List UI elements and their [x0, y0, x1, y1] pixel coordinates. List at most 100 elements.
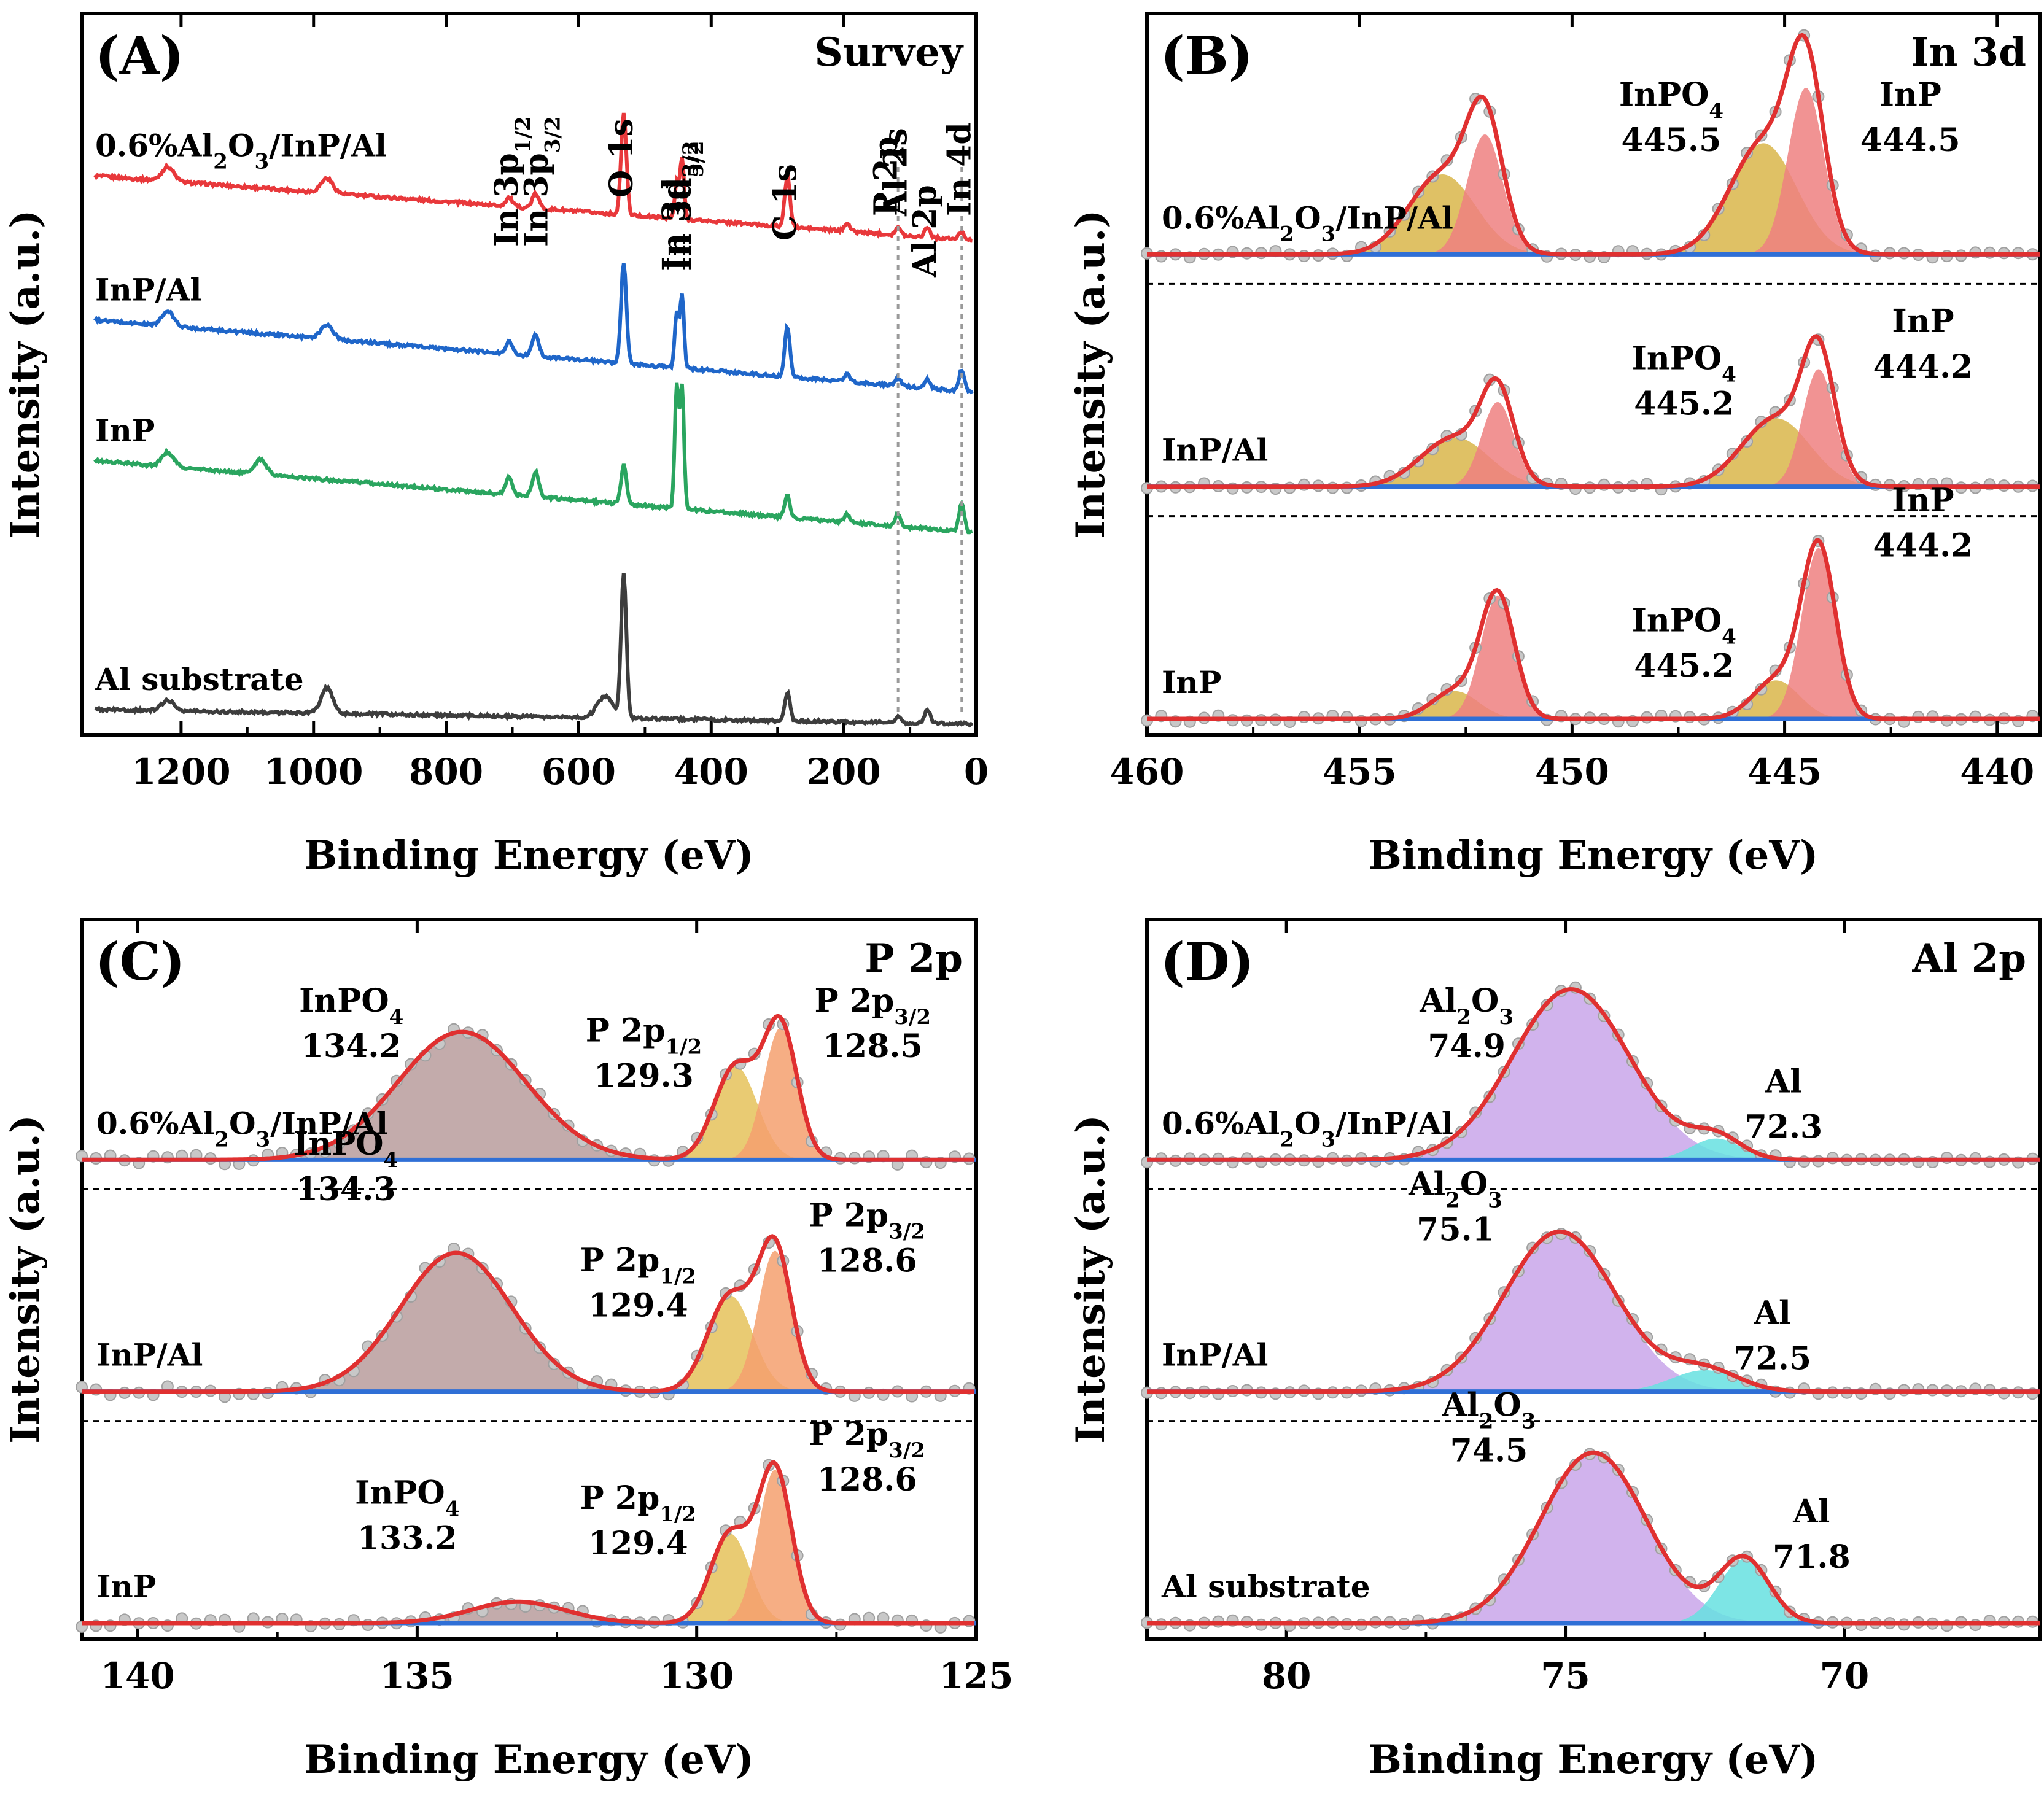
component-label-part: P 2p — [580, 1241, 660, 1279]
component-value: 134.3 — [296, 1171, 396, 1208]
component-value: 445.5 — [1622, 122, 1722, 159]
component-label: Al2O3 — [1408, 1165, 1502, 1212]
sample-label-part: 2 — [1280, 222, 1294, 246]
component-label: Al — [1754, 1295, 1791, 1332]
component-peak-fill — [651, 1533, 809, 1623]
component-label-part: InPO — [293, 1125, 384, 1163]
component-value: 128.5 — [823, 1028, 923, 1065]
component-label: P 2p3/2 — [809, 1416, 925, 1463]
component-label: InPO4 — [355, 1474, 459, 1521]
component-label: P 2p1/2 — [580, 1241, 696, 1289]
component-label-part: 3 — [1521, 1409, 1536, 1433]
panel-a-survey: 1200 1000 800 600 400 200 0 Binding Energy (eV)… — [2, 12, 989, 878]
component-peak-fill — [1429, 595, 1566, 719]
sample-label-part: /InP/Al — [1335, 1105, 1453, 1141]
series-label: InP/Al — [95, 271, 201, 308]
panel-label: (C) — [95, 931, 185, 992]
x-axis-label: Binding Energy (eV) — [1369, 1737, 1818, 1783]
component-label-part: Al — [1765, 1063, 1802, 1100]
sample-label: 0.6%Al2O3/InP/Al — [1162, 1105, 1453, 1152]
component-label-part: InP — [1892, 482, 1954, 519]
component-label-part: 1/2 — [665, 1035, 702, 1060]
component-value: 71.8 — [1773, 1538, 1851, 1576]
component-value: 72.5 — [1733, 1340, 1811, 1378]
component-peak-fill — [707, 1470, 842, 1623]
component-label-part: O — [1471, 982, 1499, 1020]
component-label-part: P 2p — [586, 1012, 666, 1050]
sample-label-part: O — [1294, 1105, 1321, 1141]
series-label-part: Al substrate — [95, 661, 304, 697]
component-label-part: P 2p — [809, 1416, 888, 1453]
y-axis-label: Intensity (a.u.) — [1068, 210, 1114, 539]
series-label: InP — [95, 413, 155, 449]
series-label-part: InP/Al — [95, 271, 201, 308]
x-tick-label: 200 — [807, 751, 881, 793]
series-label: 0.6%Al2O3/InP/Al — [95, 127, 387, 174]
component-label-part: 2 — [1456, 1005, 1471, 1029]
component-value: 134.2 — [301, 1028, 402, 1065]
component-label-part: 2 — [1445, 1188, 1460, 1212]
component-label-part: Al — [1792, 1493, 1830, 1530]
panel-c-p2p: 140 135 130 125 Binding Energy (eV) Intensity… — [2, 918, 1014, 1783]
component-peak-fill — [1433, 401, 1563, 487]
plot-frame — [1145, 918, 2042, 1641]
component-label: InPO4 — [293, 1125, 398, 1173]
component-label: P 2p3/2 — [815, 982, 931, 1029]
y-axis-label: Intensity (a.u.) — [1068, 1115, 1114, 1444]
component-peak-fill — [1734, 87, 1878, 255]
x-tick-label: 800 — [409, 751, 483, 793]
sample-label: InP — [96, 1568, 156, 1605]
sample-label-part: O — [1294, 200, 1321, 236]
x-tick-label: 400 — [674, 751, 748, 793]
peak-label: C 1s — [766, 164, 804, 241]
sample-label-part: 2 — [214, 1127, 229, 1152]
peak-label-part: Al 2p — [906, 185, 944, 278]
series-label-part: 3 — [255, 149, 270, 174]
panel-title: P 2p — [865, 936, 963, 982]
component-value: 444.5 — [1860, 122, 1960, 159]
component-label-part: Al — [1442, 1386, 1479, 1424]
component-label: InPO4 — [299, 982, 403, 1029]
peak-label-part: In 3p — [518, 153, 556, 247]
component-label: Al — [1792, 1493, 1830, 1530]
sample-label-part: 0.6%Al — [1162, 1105, 1280, 1141]
sample-label: InP/Al — [1162, 432, 1268, 468]
component-label-part: 4 — [1722, 362, 1736, 387]
x-tick-label: 450 — [1535, 751, 1609, 793]
component-peak-fill — [1751, 548, 1887, 719]
panel-title: In 3d — [1911, 29, 2026, 76]
component-value: 128.6 — [817, 1461, 917, 1498]
component-label: Al2O3 — [1442, 1386, 1536, 1433]
peak-label-part: In 4d — [941, 122, 978, 216]
sample-label-part: 3 — [256, 1127, 271, 1152]
component-peak-fill — [1754, 369, 1884, 487]
sample-label-part: 3 — [1321, 1127, 1336, 1152]
component-value: 129.3 — [594, 1058, 694, 1095]
component-label-part: InPO — [1619, 76, 1709, 114]
component-label: Al2O3 — [1419, 982, 1514, 1029]
fit-envelope — [1147, 987, 2040, 1162]
peak-label: P 2p — [867, 136, 904, 216]
component-value: 444.2 — [1873, 527, 1973, 565]
component-value: 72.3 — [1745, 1108, 1823, 1146]
component-label-part: P 2p — [815, 982, 895, 1020]
x-tick-label: 0 — [964, 751, 989, 793]
panel-label: (D) — [1160, 931, 1254, 992]
component-value: 128.6 — [817, 1243, 917, 1280]
component-peak-fill — [1615, 1138, 1817, 1160]
sample-label: InP/Al — [96, 1337, 203, 1373]
fit-envelope — [1147, 33, 2040, 257]
component-label-part: InPO — [1632, 339, 1722, 377]
sample-label-part: InP/Al — [1162, 1337, 1268, 1373]
peak-label: Al 2s — [877, 128, 915, 217]
sample-label-part: 2 — [1280, 1127, 1294, 1152]
plot-frame — [80, 918, 978, 1641]
fit-envelope — [82, 1014, 975, 1162]
component-peak-fill — [1319, 437, 1591, 487]
fit-envelope — [1147, 538, 2040, 721]
component-label-part: 2 — [1479, 1409, 1494, 1433]
peak-label: In 4d — [941, 122, 978, 216]
component-label-part: InPO — [299, 982, 389, 1020]
